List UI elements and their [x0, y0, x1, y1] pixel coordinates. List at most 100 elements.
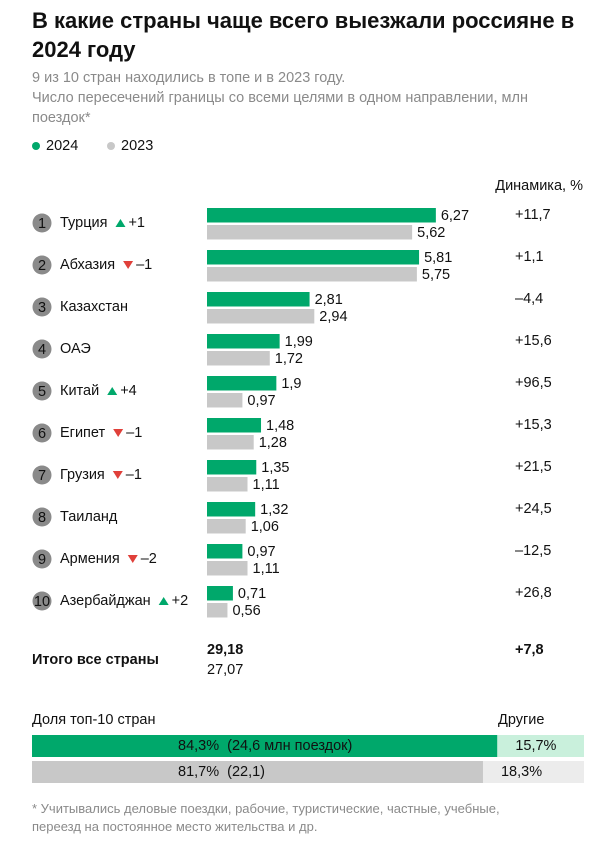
legend-label: 2024	[46, 138, 78, 154]
category-label: Грузия	[60, 467, 105, 483]
value-label: 6,27	[441, 208, 469, 224]
value-label: 1,32	[260, 502, 288, 518]
value-label: 2,81	[315, 292, 343, 308]
rank-badge	[32, 297, 52, 317]
rank-badge	[32, 465, 52, 485]
rank: 7	[38, 468, 46, 484]
bar	[207, 292, 310, 307]
rank-change-label: –1	[126, 467, 142, 483]
bar	[207, 225, 413, 240]
rank: 1	[38, 216, 46, 232]
share-other-label: 18,3%	[501, 764, 542, 780]
rank: 6	[38, 426, 46, 442]
rank: 4	[38, 342, 46, 358]
bar	[207, 435, 254, 450]
rank-badge	[32, 339, 52, 359]
total-dynamics: +7,8	[515, 642, 544, 658]
subtitle: Число пересечений границы со всеми целям…	[32, 90, 528, 126]
dynamics-value: –12,5	[515, 543, 551, 559]
legend-marker	[32, 142, 40, 150]
bar	[207, 477, 248, 492]
rank-change-label: –1	[136, 257, 152, 273]
rank-change-arrow	[113, 429, 124, 437]
share-other-bar	[497, 735, 584, 757]
total-value: 29,18	[207, 642, 243, 658]
rank-change-arrow	[107, 387, 118, 395]
rank-badge	[32, 255, 52, 275]
value-label: 5,75	[422, 267, 450, 283]
rank-change-label: –1	[126, 425, 142, 441]
share-top-bar	[32, 761, 483, 783]
bar	[207, 309, 315, 324]
category-label: Египет	[60, 425, 105, 441]
dynamics-value: +24,5	[515, 501, 552, 517]
rank: 8	[38, 510, 46, 526]
bar	[207, 603, 228, 618]
share-other-title: Другие	[498, 712, 544, 728]
bar	[207, 351, 270, 366]
total-label: Итого все страны	[32, 652, 159, 668]
value-label: 1,28	[259, 435, 287, 451]
bar	[207, 250, 420, 265]
rank-change-arrow	[127, 555, 138, 563]
rank-change-label: +2	[172, 593, 189, 609]
title: В какие страны чаще всего выезжали росси…	[32, 8, 575, 62]
rank-change-arrow	[123, 261, 134, 269]
rank: 9	[38, 552, 46, 568]
value-label: 1,11	[253, 477, 280, 493]
value-label: 5,62	[417, 225, 445, 241]
legend-marker	[107, 142, 115, 150]
rank-badge	[32, 591, 52, 611]
share-note: (22,1)	[227, 764, 265, 780]
rank-badge	[32, 213, 52, 233]
category-label: Турция	[60, 215, 107, 231]
category-label: ОАЭ	[60, 341, 91, 357]
bar	[207, 460, 257, 475]
category-label: Таиланд	[60, 509, 118, 525]
value-label: 0,56	[232, 603, 260, 619]
share-top-bar	[32, 735, 498, 757]
category-label: Китай	[60, 383, 99, 399]
bar	[207, 561, 248, 576]
rank-change-arrow	[158, 597, 169, 605]
rank: 3	[38, 300, 46, 316]
rank-change-arrow	[112, 471, 123, 479]
bar	[207, 376, 277, 391]
rank-badge	[32, 423, 52, 443]
bar	[207, 267, 417, 282]
value-label: 1,9	[281, 376, 301, 392]
dynamics-value: +1,1	[515, 249, 544, 265]
value-label: 1,06	[251, 519, 279, 535]
bar	[207, 586, 233, 601]
dynamics-value: +96,5	[515, 375, 552, 391]
value-label: 0,97	[247, 544, 275, 560]
dynamics-value: –4,4	[515, 291, 543, 307]
value-label: 1,48	[266, 418, 294, 434]
rank: 10	[34, 594, 50, 610]
bar	[207, 208, 436, 223]
rank-change-label: +4	[120, 383, 137, 399]
dynamics-value: +11,7	[515, 207, 551, 223]
category-label: Азербайджан	[60, 593, 151, 609]
rank-change-label: –2	[141, 551, 157, 567]
value-label: 1,72	[275, 351, 303, 367]
subtitle: 9 из 10 стран находились в топе и в 2023…	[32, 70, 346, 86]
rank: 5	[38, 384, 46, 400]
value-label: 2,94	[319, 309, 347, 325]
footnote: * Учитывались деловые поездки, рабочие, …	[32, 801, 500, 834]
rank-change-label: +1	[128, 215, 145, 231]
share-note: (24,6 млн поездок)	[227, 738, 352, 754]
share-title: Доля топ-10 стран	[32, 712, 155, 728]
total-value: 27,07	[207, 662, 243, 678]
rank-badge	[32, 549, 52, 569]
dynamics-value: +15,6	[515, 333, 552, 349]
dynamics-value: +15,3	[515, 417, 552, 433]
dynamics-title: Динамика, %	[495, 178, 583, 194]
bar	[207, 418, 262, 433]
dynamics-value: +26,8	[515, 585, 552, 601]
share-other-bar	[482, 761, 584, 783]
bar	[207, 393, 243, 408]
value-label: 1,35	[261, 460, 289, 476]
